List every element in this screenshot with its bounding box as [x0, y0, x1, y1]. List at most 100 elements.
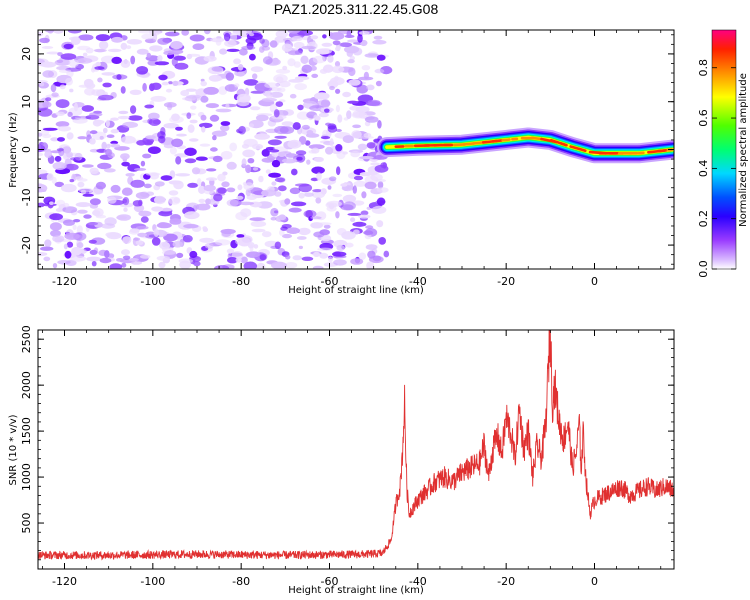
- noise-blob: [81, 105, 95, 112]
- noise-blob: [242, 149, 256, 158]
- noise-blob: [259, 38, 265, 44]
- noise-blob: [42, 70, 54, 78]
- spectrogram-x-ticks: -120 -100 -80 -60 -40 -20 0: [42, 30, 662, 288]
- noise-blob: [306, 159, 311, 165]
- noise-blob: [157, 55, 163, 62]
- noise-blob: [100, 223, 116, 229]
- noise-blob: [258, 175, 264, 183]
- colorbar-tick-label: 0.2: [697, 210, 710, 228]
- noise-blob: [271, 181, 277, 186]
- noise-blob: [158, 135, 166, 144]
- noise-blob: [64, 250, 72, 259]
- noise-blob: [356, 84, 369, 94]
- noise-blob: [150, 95, 167, 102]
- spectrogram-x-tick-label: -20: [497, 275, 515, 288]
- noise-blob: [326, 205, 337, 212]
- noise-blob: [180, 90, 190, 97]
- noise-blob: [317, 247, 333, 251]
- noise-blob: [70, 255, 86, 262]
- noise-blob: [106, 134, 115, 138]
- snr-x-tick-label: -60: [321, 575, 339, 588]
- noise-blob: [264, 82, 280, 89]
- noise-blob: [364, 116, 379, 123]
- ridge-hot-streak: [569, 145, 582, 151]
- noise-blob: [335, 88, 341, 94]
- noise-blob: [47, 30, 54, 34]
- noise-blob: [165, 31, 180, 37]
- noise-blob: [122, 198, 128, 204]
- noise-blob: [154, 181, 165, 187]
- noise-blob: [38, 152, 44, 157]
- noise-blob: [287, 30, 301, 34]
- noise-blob: [172, 80, 179, 86]
- noise-blob: [366, 261, 375, 269]
- noise-blob: [316, 222, 332, 226]
- noise-blob: [147, 146, 161, 154]
- noise-blob: [250, 220, 267, 227]
- noise-blob: [346, 50, 353, 57]
- noise-blob: [236, 195, 244, 200]
- noise-blob: [274, 241, 282, 250]
- noise-blob: [97, 77, 103, 83]
- spectrogram-y-tick-label: -20: [20, 236, 33, 254]
- noise-blob: [105, 119, 110, 128]
- noise-blob: [189, 34, 205, 42]
- noise-blob: [247, 242, 255, 249]
- noise-blob: [365, 244, 378, 251]
- noise-blob: [159, 207, 173, 212]
- noise-blob: [77, 181, 85, 188]
- noise-blob: [54, 155, 62, 162]
- noise-blob: [225, 103, 230, 109]
- noise-blob: [69, 88, 74, 93]
- noise-blob: [77, 57, 93, 64]
- colorbar-tick-label: 0.6: [697, 109, 710, 127]
- noise-blob: [275, 68, 291, 74]
- noise-blob: [245, 251, 262, 259]
- noise-blob: [195, 156, 208, 161]
- noise-blob: [150, 82, 162, 91]
- noise-blob: [133, 237, 141, 241]
- noise-blob: [226, 48, 240, 53]
- snr-x-ticks: -120 -100 -80 -60 -40 -20 0: [42, 330, 662, 588]
- noise-blob: [359, 156, 374, 160]
- noise-blob: [193, 261, 201, 267]
- noise-blob: [240, 256, 248, 264]
- noise-blob: [292, 255, 302, 261]
- noise-blob: [227, 257, 238, 264]
- noise-blob: [157, 37, 170, 45]
- noise-blob: [51, 92, 59, 97]
- noise-blob: [297, 104, 304, 111]
- noise-blob: [184, 211, 200, 220]
- spectrogram-y-tick-label: 0: [20, 146, 33, 153]
- ridge-hot-streak: [491, 139, 504, 143]
- noise-blob: [359, 135, 374, 139]
- noise-blob: [142, 153, 152, 159]
- noise-blob: [138, 30, 154, 34]
- snr-background: [38, 330, 674, 569]
- ridge-hot-streak: [511, 137, 519, 141]
- colorbar-tick-label: 0.0: [697, 260, 710, 278]
- spectrogram-x-tick-label: -100: [140, 275, 165, 288]
- noise-blob: [261, 97, 277, 102]
- noise-blob: [270, 216, 277, 221]
- noise-blob: [226, 187, 236, 193]
- noise-blob: [132, 200, 143, 207]
- noise-blob: [184, 158, 197, 164]
- noise-blob: [76, 242, 84, 249]
- noise-blob: [271, 261, 287, 269]
- noise-blob: [71, 36, 81, 45]
- noise-blob: [89, 138, 96, 145]
- noise-blob: [104, 168, 116, 173]
- noise-blob: [267, 139, 282, 146]
- noise-blob: [149, 45, 163, 52]
- spectrogram-y-tick-label: -10: [20, 188, 33, 206]
- noise-blob: [89, 249, 98, 255]
- snr-y-tick-label: 1500: [20, 417, 33, 445]
- noise-blob: [352, 47, 363, 56]
- noise-blob: [141, 33, 154, 40]
- noise-blob: [72, 118, 88, 124]
- noise-blob: [286, 227, 301, 234]
- noise-blob: [121, 187, 133, 196]
- ridge-hot-streak: [559, 142, 568, 147]
- noise-blob: [229, 142, 238, 152]
